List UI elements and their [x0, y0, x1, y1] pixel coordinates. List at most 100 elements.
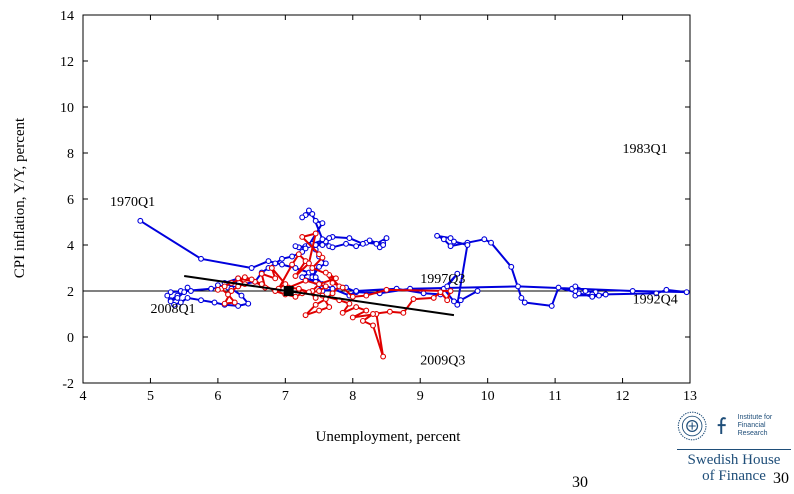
- series-2-point: [241, 274, 248, 281]
- logo-name-line-1: Swedish House: [687, 452, 781, 468]
- x-tick-label: 4: [80, 389, 87, 404]
- y-axis-title: CPI inflation, Y/Y, percent: [12, 117, 28, 278]
- series-1-point: [184, 294, 191, 301]
- series-2-point: [386, 308, 393, 315]
- series-2-point: [319, 254, 326, 261]
- series-2-point: [225, 291, 231, 298]
- series-1-point: [555, 284, 562, 291]
- institute-line-2: Financial Research: [737, 422, 768, 437]
- plot-frame: [82, 14, 691, 384]
- series-2-point: [302, 312, 309, 319]
- series-2-point: [329, 280, 336, 286]
- series-1-point: [289, 253, 296, 260]
- annotation-label: 1983Q1: [623, 142, 668, 157]
- series-2-point: [346, 300, 353, 307]
- y-tick-label: 2: [67, 285, 74, 300]
- series-1-point: [366, 237, 373, 244]
- series-1-point: [316, 263, 323, 270]
- series-1-point: [373, 240, 380, 247]
- series-2-point: [312, 301, 319, 308]
- series-2-point: [289, 261, 296, 268]
- x-tick-label: 6: [214, 389, 221, 404]
- series-1-point: [454, 301, 461, 308]
- series-1-point: [488, 239, 494, 246]
- y-tick-label: 4: [67, 239, 74, 254]
- series-2-point: [316, 307, 323, 314]
- series-1-point: [380, 242, 387, 248]
- annotation-label: 1992Q4: [633, 293, 678, 308]
- series-2-point: [292, 293, 299, 300]
- series-1-point: [548, 303, 555, 309]
- trend-line: [184, 275, 455, 317]
- series-1-point: [353, 288, 360, 294]
- y-tick-label: -2: [62, 377, 74, 392]
- series-2-point: [444, 297, 451, 304]
- series-1-point: [319, 242, 326, 248]
- series-2-point: [221, 300, 228, 307]
- series-1-point: [326, 235, 333, 242]
- series-1-point: [343, 240, 349, 247]
- y-tick-label: 12: [60, 55, 74, 70]
- series-1-point: [312, 217, 319, 224]
- series-2-point: [383, 286, 390, 293]
- series-2-point: [302, 277, 309, 284]
- annotation-label: 2008Q1: [150, 302, 195, 317]
- series-1-point: [248, 265, 255, 271]
- series-1-point: [481, 236, 488, 243]
- series-1-point: [279, 261, 285, 268]
- x-tick-label: 11: [548, 389, 561, 404]
- series-1-point: [187, 288, 194, 294]
- series-1-point: [653, 290, 660, 297]
- series-1-point: [174, 294, 181, 301]
- series-1-point: [474, 288, 481, 294]
- x-tick-label: 10: [481, 389, 495, 404]
- series-1-point: [589, 293, 596, 300]
- series-1-point: [420, 290, 427, 297]
- page-number-right: 30: [773, 470, 789, 487]
- series-2-point: [316, 288, 323, 294]
- series-2-point: [228, 288, 235, 294]
- series-2-point: [322, 283, 329, 290]
- series-2-point: [447, 288, 454, 294]
- series-1-point: [447, 243, 454, 250]
- annotation-label: 1970Q1: [110, 195, 155, 210]
- x-tick-label: 9: [417, 389, 424, 404]
- series-1-point: [440, 236, 447, 243]
- series-1-point: [198, 297, 204, 304]
- x-tick-label: 5: [147, 389, 154, 404]
- series-1-point: [457, 297, 464, 304]
- series-2-point: [312, 230, 319, 237]
- y-tick-label: 14: [60, 9, 74, 24]
- series-2-point: [437, 289, 444, 296]
- series-2-point: [332, 275, 339, 282]
- series-1-point: [279, 255, 285, 262]
- annotation-label: 1997Q3: [420, 272, 465, 287]
- x-axis-title: Unemployment, percent: [316, 429, 462, 445]
- series-1-point: [383, 235, 390, 242]
- series-2-point: [339, 284, 346, 291]
- series-2-point: [353, 304, 360, 311]
- series-1-point: [309, 211, 316, 217]
- series-2-point: [349, 293, 356, 300]
- institute-line-1: Institute for: [737, 414, 773, 421]
- series-1-point: [346, 235, 353, 242]
- series-2-point: [400, 309, 407, 316]
- series-2-point: [363, 292, 370, 299]
- series-2-point: [235, 275, 242, 282]
- series-2-point: [359, 317, 366, 324]
- series-2-point: [231, 299, 238, 306]
- series-1-point: [198, 255, 204, 262]
- series-2-point: [292, 273, 299, 279]
- series-1-point: [167, 289, 174, 296]
- series-1-point: [319, 220, 326, 227]
- series-1-point: [595, 292, 602, 299]
- series-2-point: [248, 276, 255, 283]
- x-tick-label: 12: [616, 389, 630, 404]
- series-1-point: [582, 288, 589, 294]
- series-2-point: [430, 294, 437, 301]
- series-1-point: [521, 299, 528, 306]
- series-2-point: [410, 296, 417, 302]
- seal-icon: [677, 411, 707, 441]
- series-1-point: [211, 299, 218, 306]
- series-1-point: [602, 291, 609, 298]
